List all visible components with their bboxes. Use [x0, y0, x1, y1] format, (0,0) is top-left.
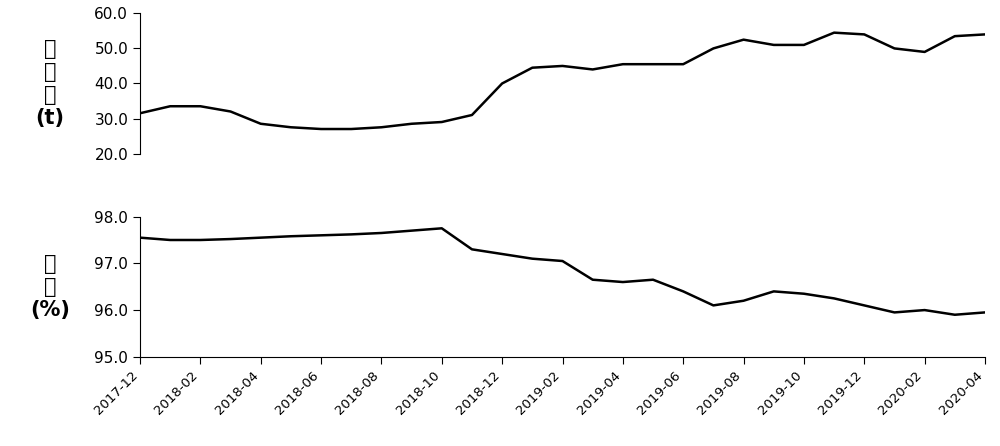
- Y-axis label: 日
产
油
(t): 日 产 油 (t): [35, 39, 64, 128]
- Y-axis label: 含
水
(%): 含 水 (%): [30, 253, 70, 320]
